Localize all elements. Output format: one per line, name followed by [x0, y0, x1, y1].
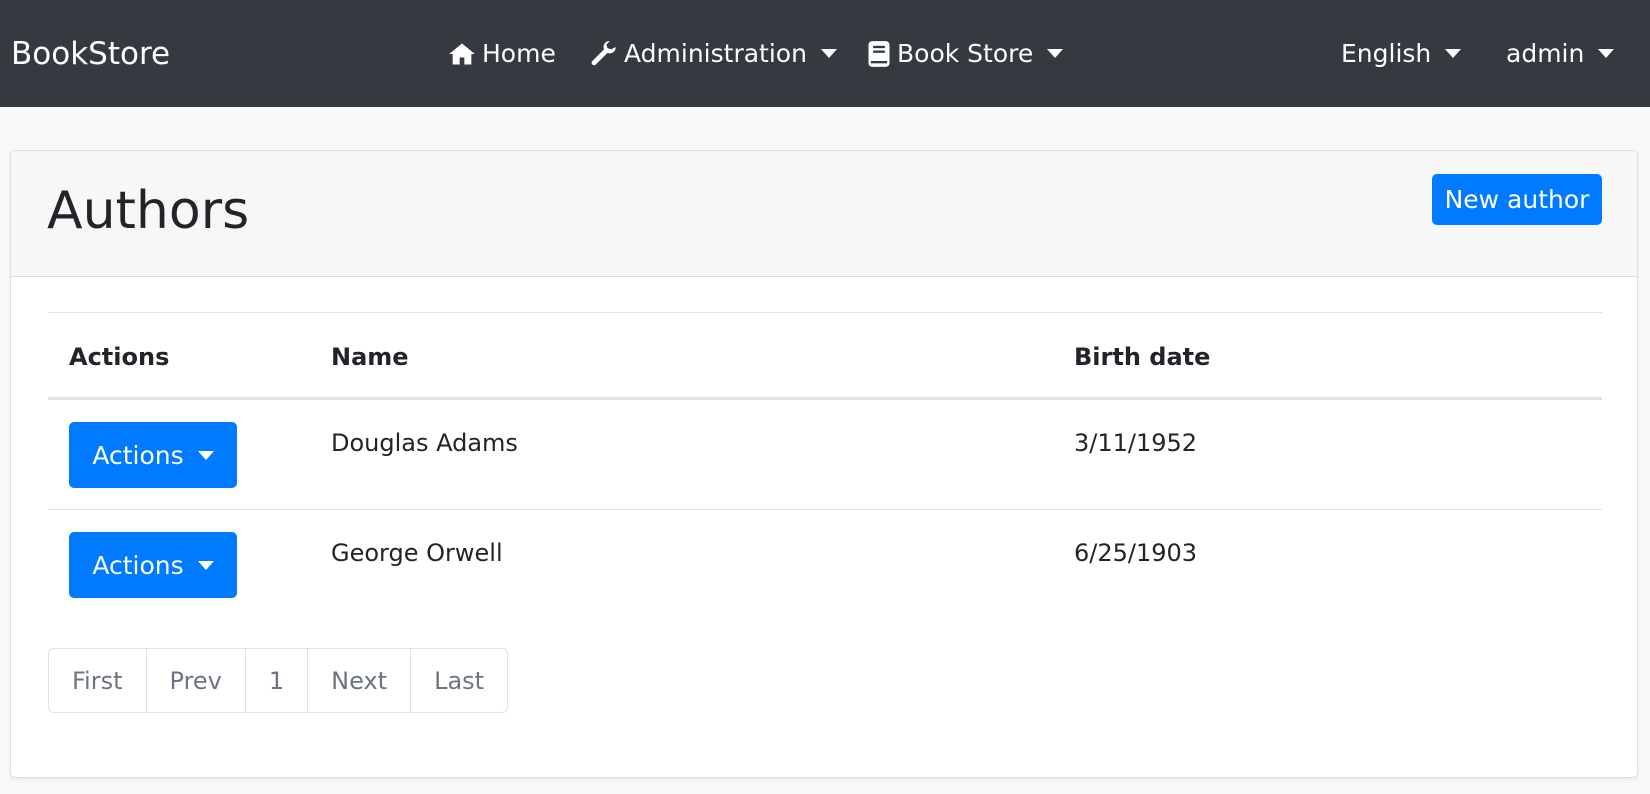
header-name[interactable]: Name	[331, 343, 409, 371]
divider	[48, 312, 1602, 313]
page-title: Authors	[47, 181, 250, 241]
caret-down-icon	[1598, 49, 1615, 58]
nav-home[interactable]: Home	[448, 0, 556, 107]
language-label: English	[1341, 39, 1432, 68]
page-1[interactable]: 1	[244, 649, 307, 712]
nav-bookstore-label: Book Store	[897, 39, 1034, 68]
nav-administration[interactable]: Administration	[590, 0, 837, 107]
wrench-icon	[591, 40, 616, 65]
language-dropdown[interactable]: English	[1341, 0, 1462, 107]
new-author-button[interactable]: New author	[1432, 174, 1602, 225]
user-label: admin	[1506, 39, 1585, 68]
caret-down-icon	[1047, 49, 1064, 58]
header-actions: Actions	[69, 343, 170, 371]
caret-down-icon	[820, 49, 837, 58]
actions-label: Actions	[92, 440, 184, 470]
header-birth-date[interactable]: Birth date	[1074, 343, 1211, 371]
nav-bookstore[interactable]: Book Store	[867, 0, 1064, 107]
author-birth-date: 6/25/1903	[1074, 539, 1198, 567]
page-prev[interactable]: Prev	[145, 649, 245, 712]
page-first[interactable]: First	[72, 666, 123, 695]
actions-button[interactable]: Actions	[69, 532, 237, 598]
caret-down-icon	[197, 560, 214, 570]
book-icon	[868, 40, 890, 67]
card-header: Authors New author	[11, 151, 1637, 277]
page-next[interactable]: Next	[307, 649, 410, 712]
author-name: George Orwell	[331, 539, 503, 567]
actions-button[interactable]: Actions	[69, 422, 237, 488]
actions-label: Actions	[92, 550, 184, 580]
nav-home-label: Home	[482, 39, 556, 68]
author-birth-date: 3/11/1952	[1074, 429, 1198, 457]
brand[interactable]: BookStore	[11, 35, 171, 72]
home-icon	[449, 43, 475, 64]
divider	[48, 397, 1602, 400]
author-name: Douglas Adams	[331, 429, 518, 457]
page-last[interactable]: Last	[410, 649, 507, 712]
caret-down-icon	[197, 450, 214, 460]
nav-administration-label: Administration	[624, 39, 807, 68]
caret-down-icon	[1445, 49, 1462, 58]
divider	[48, 509, 1602, 510]
authors-card: Authors New author Actions Name Birth da…	[10, 150, 1638, 778]
user-dropdown[interactable]: admin	[1506, 0, 1615, 107]
pagination: First Prev 1 Next Last	[48, 648, 509, 713]
navbar: BookStore Home Administration Book Store…	[0, 0, 1650, 107]
